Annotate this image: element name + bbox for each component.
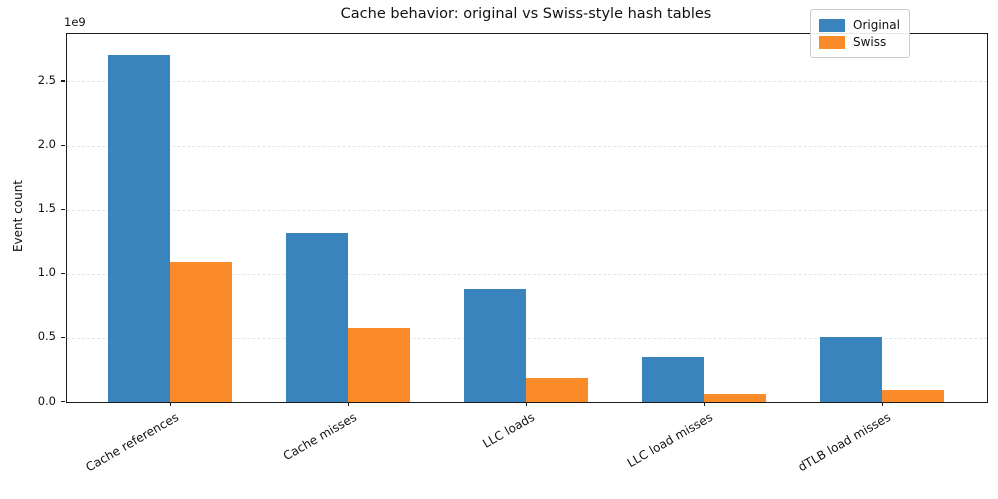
y-tick-mark	[61, 208, 65, 210]
bar-original-3	[642, 357, 704, 402]
bar-swiss-4	[882, 390, 944, 402]
x-tick-label: Cache references	[83, 410, 181, 475]
legend-item-original: Original	[819, 18, 900, 32]
bar-swiss-0	[170, 262, 232, 402]
gridline	[67, 209, 987, 211]
y-axis-label: Event count	[11, 179, 25, 253]
legend-item-swiss: Swiss	[819, 35, 900, 49]
y-tick-label: 1.5	[37, 201, 56, 216]
legend-label: Original	[853, 18, 900, 32]
bar-original-0	[108, 54, 170, 402]
y-tick-mark	[61, 401, 65, 403]
plot-area	[66, 33, 988, 403]
bar-swiss-1	[348, 327, 410, 402]
bar-original-4	[820, 336, 882, 402]
y-axis-offset-label: 1e9	[64, 15, 86, 29]
bar-swiss-3	[704, 394, 766, 402]
legend-label: Swiss	[853, 35, 887, 49]
x-tick-label: LLC load misses	[624, 410, 715, 471]
legend: Original Swiss	[810, 9, 910, 58]
bar-original-1	[286, 232, 348, 402]
y-tick-label: 2.5	[37, 72, 56, 87]
gridline	[67, 81, 987, 83]
x-tick-mark	[526, 402, 528, 406]
bar-swiss-2	[526, 377, 588, 402]
gridline	[67, 145, 987, 147]
x-tick-label: LLC loads	[480, 410, 537, 451]
x-tick-mark	[882, 402, 884, 406]
x-tick-label: dTLB load misses	[795, 410, 893, 475]
x-tick-mark	[704, 402, 706, 406]
y-tick-mark	[61, 80, 65, 82]
bar-original-2	[464, 289, 526, 402]
x-tick-mark	[348, 402, 350, 406]
y-tick-label: 0.5	[37, 329, 56, 344]
y-tick-label: 0.0	[37, 393, 56, 408]
gridline	[67, 273, 987, 275]
x-tick-label: Cache misses	[280, 410, 359, 464]
legend-swatch-original	[819, 18, 845, 32]
y-tick-label: 2.0	[37, 137, 56, 152]
y-tick-label: 1.0	[37, 265, 56, 280]
legend-swatch-swiss	[819, 35, 845, 49]
y-tick-mark	[61, 336, 65, 339]
y-tick-mark	[61, 144, 65, 146]
x-tick-mark	[170, 402, 172, 406]
chart-title: Cache behavior: original vs Swiss-style …	[340, 6, 712, 22]
y-tick-mark	[61, 272, 65, 274]
gridline	[67, 337, 987, 339]
